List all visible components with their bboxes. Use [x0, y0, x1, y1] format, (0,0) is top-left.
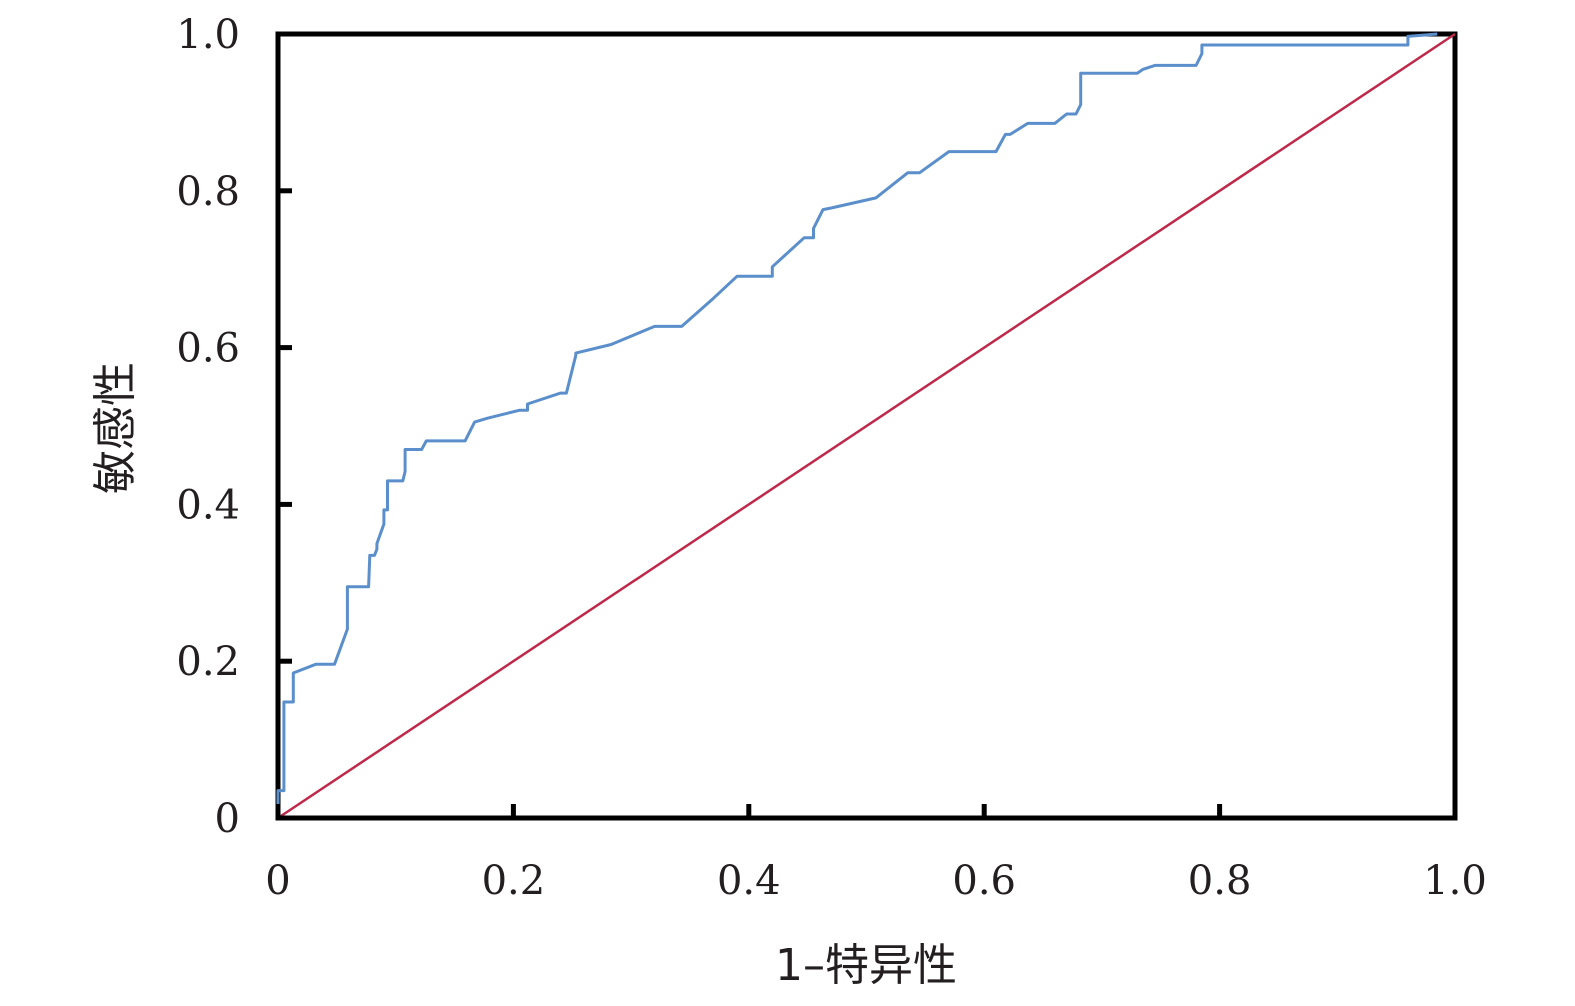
x-tick-label: 1.0 — [1423, 858, 1487, 904]
reference-diagonal-line — [277, 32, 1456, 820]
y-tick-label: 0.8 — [176, 169, 240, 215]
y-axis-title: 敏感性 — [90, 362, 141, 494]
y-tick-label: 0 — [215, 796, 240, 842]
x-tick-label: 0.4 — [717, 858, 781, 904]
x-axis-tick-labels: 0 0.2 0.4 0.6 0.8 1.0 — [265, 858, 1487, 904]
y-tick-label: 0.4 — [176, 482, 240, 528]
plot-frame — [275, 31, 1458, 821]
x-tick-label: 0.8 — [1188, 858, 1252, 904]
x-tick-label: 0.2 — [482, 858, 546, 904]
x-tick-label: 0 — [265, 858, 290, 904]
x-tick-label: 0.6 — [952, 858, 1016, 904]
x-axis-title: 1–特异性 — [775, 940, 957, 991]
y-tick-label: 0.2 — [176, 639, 240, 685]
y-tick-label: 1.0 — [176, 12, 240, 58]
y-tick-label: 0.6 — [176, 326, 240, 372]
plot-area — [275, 31, 1458, 821]
x-tick-marks — [275, 804, 1458, 818]
series-layer — [276, 32, 1456, 820]
roc-curve-line — [276, 32, 1438, 818]
y-axis-tick-labels: 0 0.2 0.4 0.6 0.8 1.0 — [176, 12, 240, 842]
y-tick-marks — [278, 31, 292, 821]
